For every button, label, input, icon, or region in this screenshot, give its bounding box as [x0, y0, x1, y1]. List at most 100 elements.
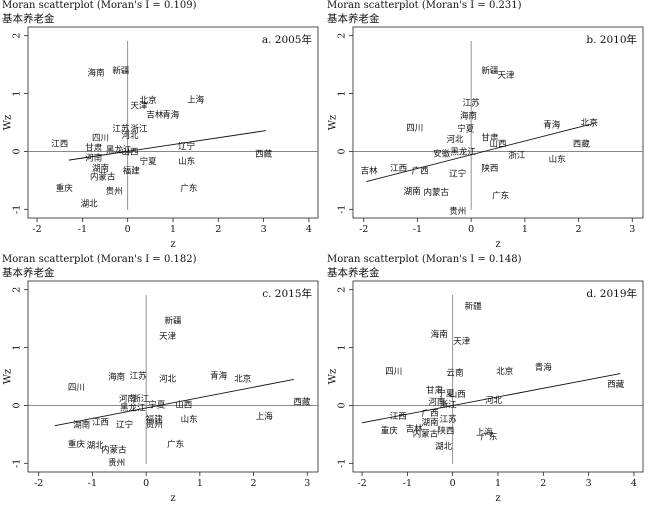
point-label: 浙江	[131, 123, 149, 134]
point-label: 重庆	[381, 425, 399, 436]
plot-frame	[27, 280, 319, 473]
point-label: 内蒙古	[101, 445, 127, 456]
point-label: 河南	[119, 394, 136, 405]
y-tick-label: 1	[337, 345, 348, 351]
point-label: 四川	[68, 383, 85, 393]
y-axis-label: Wz	[3, 115, 14, 131]
point-label: 山西	[175, 399, 192, 410]
point-label: 江苏	[463, 97, 481, 108]
x-tick-label: -1	[413, 224, 422, 235]
regression-line	[361, 373, 621, 424]
point-label: 北京	[234, 373, 251, 384]
point-label: 湖南	[92, 163, 109, 174]
point-label: 河北	[447, 134, 465, 145]
y-axis-label: Wz	[3, 369, 14, 385]
point-label: 辽宁	[116, 420, 133, 431]
chart-subtitle: 基本养老金	[327, 267, 380, 279]
x-axis-label: z	[495, 493, 500, 504]
y-tick-label: 2	[12, 33, 23, 39]
point-label: 黑龙江	[120, 402, 146, 413]
point-label: 广西	[412, 166, 429, 177]
point-label: 北京	[140, 95, 157, 106]
chart-subtitle: 基本养老金	[2, 13, 55, 25]
point-label: 山东	[178, 156, 195, 167]
x-tick-label: 0	[450, 478, 456, 489]
point-label: 广西	[422, 408, 439, 419]
chart-title: Moran scatterplot (Moran's I = 0.182)	[2, 254, 197, 265]
y-axis-label: Wz	[328, 369, 339, 385]
x-tick-label: 3	[629, 224, 635, 235]
point-label: 江苏	[440, 414, 458, 425]
point-label: 安徽	[433, 148, 451, 159]
point-label: 山西	[449, 389, 466, 400]
point-label: 西藏	[607, 379, 625, 390]
point-label: 天津	[453, 336, 471, 347]
point-label: 宁夏	[457, 123, 475, 134]
x-tick-label: 3	[261, 224, 267, 235]
x-axis-label: z	[170, 493, 175, 504]
point-label: 福建	[123, 166, 141, 177]
point-label: 福建	[146, 414, 164, 425]
point-label: 宁夏	[148, 399, 166, 410]
point-label: 湖北	[87, 441, 105, 451]
point-label: 湖北	[81, 200, 99, 210]
point-label: 海南	[87, 67, 104, 78]
y-tick-label: 1	[337, 91, 348, 97]
point-label: 新疆	[481, 66, 499, 77]
regression-line	[366, 122, 598, 182]
x-tick-label: 4	[631, 478, 637, 489]
point-label: 浙江	[132, 394, 150, 405]
x-tick-label: 2	[251, 478, 257, 489]
y-tick-label: 0	[12, 402, 23, 408]
x-tick-label: -2	[34, 478, 43, 489]
chart-title: Moran scatterplot (Moran's I = 0.109)	[2, 0, 197, 11]
point-label: 西藏	[293, 397, 311, 408]
point-label: 重庆	[68, 439, 86, 450]
x-tick-label: 0	[143, 478, 149, 489]
x-tick-label: 1	[170, 224, 176, 235]
point-label: 贵州	[106, 186, 123, 197]
chart-subtitle: 基本养老金	[327, 13, 380, 25]
point-label: 浙江	[440, 399, 458, 410]
y-tick-label: -1	[12, 205, 23, 214]
point-label: 贵州	[108, 457, 125, 468]
point-label: 山东	[549, 154, 566, 165]
regression-line	[68, 130, 266, 161]
chart-title: Moran scatterplot (Moran's I = 0.148)	[327, 254, 522, 265]
panel-label: b. 2010年	[586, 33, 637, 46]
point-label: 天津	[498, 70, 516, 81]
point-label: 山东	[181, 414, 198, 425]
y-tick-label: 0	[12, 148, 23, 154]
point-label: 辽宁	[178, 141, 195, 152]
x-tick-label: -1	[403, 478, 412, 489]
y-tick-label: 0	[337, 148, 348, 154]
point-label: 河南	[428, 397, 445, 408]
point-label: 黑龙江	[450, 147, 476, 158]
moran-panel-b: Moran scatterplot (Moran's I = 0.231) 基本…	[325, 0, 650, 254]
point-label: 河北	[485, 395, 503, 406]
x-axis-label: z	[170, 239, 175, 250]
point-label: 上海	[187, 95, 205, 106]
point-label: 西藏	[573, 138, 591, 149]
point-label: 江西	[92, 418, 109, 428]
point-label: 青海	[543, 119, 561, 130]
point-label: 吉林	[146, 110, 164, 121]
point-label: 海南	[108, 372, 125, 383]
x-tick-label: -2	[357, 478, 366, 489]
panel-label: c. 2015年	[262, 287, 312, 300]
x-tick-label: 1	[197, 478, 203, 489]
point-label: 河北	[121, 130, 139, 141]
y-tick-label: 2	[12, 287, 23, 293]
y-tick-label: 2	[337, 33, 348, 39]
point-label: 黑龙江	[106, 144, 132, 155]
point-label: 河南	[85, 152, 102, 163]
y-tick-label: -1	[12, 459, 23, 468]
point-label: 内蒙古	[90, 171, 116, 182]
point-label: 湖北	[435, 442, 453, 452]
point-label: 北京	[581, 118, 598, 129]
point-label: 新疆	[112, 66, 130, 77]
x-tick-label: 1	[495, 478, 501, 489]
point-label: 辽宁	[449, 169, 466, 180]
point-label: 上海	[476, 427, 494, 438]
